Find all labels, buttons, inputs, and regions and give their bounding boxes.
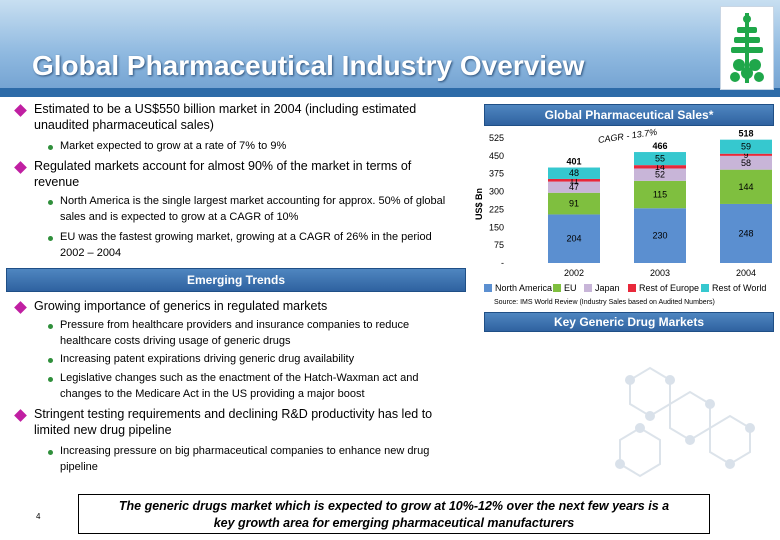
segment-label: 204 — [566, 234, 581, 244]
bullet-diamond-icon — [14, 409, 27, 422]
x-tick-label: 2002 — [564, 268, 584, 278]
bar-segment-north_america-2004 — [720, 203, 772, 263]
segment-label: 91 — [569, 199, 579, 209]
legend-label: Rest of World — [712, 283, 767, 293]
footer-line-2: key growth area for emerging pharmaceuti… — [213, 516, 575, 530]
bar-segment-japan-2003 — [634, 168, 686, 181]
y-tick-label: 75 — [494, 240, 504, 250]
bullet-diamond-icon — [14, 161, 27, 174]
x-tick-label: 2003 — [650, 268, 670, 278]
company-logo — [720, 6, 774, 90]
legend-label: Rest of Europe — [639, 283, 700, 293]
sub-bullet-growth: Market expected to grow at a rate of 7% … — [60, 140, 287, 152]
bar-segment-north_america-2003 — [634, 208, 686, 263]
sub-bullet-pressure: Pressure from healthcare providers and i… — [60, 319, 410, 347]
bar-total-label: 466 — [652, 141, 667, 151]
legend-swatch — [484, 284, 492, 292]
key-generic-banner: Key Generic Drug Markets — [484, 312, 774, 332]
bullet-regulated-markets: Regulated markets account for almost 90%… — [34, 159, 412, 189]
legend-item-north_america: North America — [484, 283, 552, 293]
bar-segment-japan-2004 — [720, 155, 772, 170]
segment-label: 58 — [741, 158, 751, 168]
bullet-market-size: Estimated to be a US$550 billion market … — [34, 102, 417, 132]
header-banner: Global Pharmaceutical Industry Overview — [0, 0, 780, 97]
segment-label: 59 — [741, 142, 751, 152]
footer-line-1: The generic drugs market which is expect… — [118, 499, 670, 513]
legend-swatch — [701, 284, 709, 292]
legend-label: North America — [495, 283, 553, 293]
y-tick-label: 525 — [489, 133, 504, 143]
legend-swatch — [584, 284, 592, 292]
y-tick-label: 225 — [489, 204, 504, 214]
segment-label: 47 — [569, 182, 579, 192]
bar-segment-rest_of_world-2003 — [634, 152, 686, 166]
bullet-diamond-icon — [14, 104, 27, 117]
bar-total-label: 401 — [566, 157, 581, 167]
segment-label: 9 — [743, 150, 748, 160]
x-tick-label: 2004 — [736, 268, 756, 278]
bullet-diamond-icon — [14, 301, 27, 314]
sub-bullet-north-america: North America is the single largest mark… — [60, 195, 446, 223]
segment-label: 230 — [652, 231, 667, 241]
legend-swatch — [553, 284, 561, 292]
page-title: Global Pharmaceutical Industry Overview — [32, 50, 585, 81]
y-tick-label: 300 — [489, 187, 504, 197]
bar-segment-eu-2002 — [548, 192, 600, 215]
y-axis-label: US$ Bn — [474, 188, 484, 220]
y-tick-label: - — [501, 258, 504, 268]
legend-swatch — [628, 284, 636, 292]
segment-label: 248 — [738, 228, 753, 238]
bar-segment-rest_of_europe-2002 — [548, 178, 600, 182]
chart-header-banner: Global Pharmaceutical Sales* — [484, 104, 774, 126]
sub-bullet-legislative: Legislative changes such as the enactmen… — [60, 372, 419, 400]
bar-segment-eu-2004 — [720, 169, 772, 204]
legend-item-eu: EU — [553, 283, 577, 293]
y-tick-label: 375 — [489, 169, 504, 179]
header-band — [0, 88, 780, 97]
sales-chart: US$ Bn 525 450 375 300 225 150 75 - 204 91 471148… — [474, 128, 772, 278]
bullet-testing: Stringent testing requirements and decli… — [34, 407, 433, 437]
bar-segment-japan-2002 — [548, 181, 600, 193]
legend-label: Japan — [595, 283, 620, 293]
segment-label: 14 — [655, 162, 665, 172]
segment-label: 52 — [655, 170, 665, 180]
segment-label: 144 — [738, 182, 753, 192]
segment-label: 55 — [655, 154, 665, 164]
bullet-dot-icon — [48, 377, 53, 382]
bullet-generics: Growing importance of generics in regula… — [34, 299, 328, 313]
sub-bullet-pipeline: Increasing pressure on big pharmaceutica… — [60, 445, 430, 473]
bullet-dot-icon — [48, 145, 53, 150]
bar-segment-rest_of_world-2002 — [548, 167, 600, 179]
bar-segment-rest_of_europe-2004 — [720, 153, 772, 156]
bullet-dot-icon — [48, 358, 53, 363]
footer-callout: The generic drugs market which is expect… — [78, 494, 710, 534]
cagr-annotation: CAGR - 13.7% — [597, 128, 657, 145]
bullet-dot-icon — [48, 324, 53, 329]
legend-label: EU — [564, 283, 577, 293]
emerging-trends-banner: Emerging Trends — [6, 268, 466, 292]
legend-item-japan: Japan — [584, 283, 620, 293]
bar-segment-eu-2003 — [634, 180, 686, 209]
y-tick-label: 150 — [489, 222, 504, 232]
bar-segment-rest_of_europe-2003 — [634, 165, 686, 169]
legend-item-rest_of_world: Rest of World — [701, 283, 766, 293]
bar-total-label: 518 — [738, 129, 753, 139]
segment-label: 11 — [569, 175, 578, 185]
molecule-decoration — [615, 366, 755, 478]
segment-label: 115 — [653, 190, 667, 200]
sub-bullet-eu: EU was the fastest growing market, growi… — [60, 231, 432, 259]
segment-label: 48 — [569, 168, 579, 178]
bullet-dot-icon — [48, 200, 53, 205]
page-number: 4 — [36, 512, 41, 521]
bullet-dot-icon — [48, 236, 53, 241]
chart-source: Source: IMS World Review (Industry Sales… — [494, 299, 715, 306]
bar-segment-rest_of_world-2004 — [720, 139, 772, 154]
bar-segment-north_america-2002 — [548, 214, 600, 263]
sub-bullet-patent: Increasing patent expirations driving ge… — [60, 353, 355, 365]
legend-item-rest_of_europe: Rest of Europe — [628, 283, 699, 293]
y-tick-label: 450 — [489, 151, 504, 161]
bullet-dot-icon — [48, 450, 53, 455]
